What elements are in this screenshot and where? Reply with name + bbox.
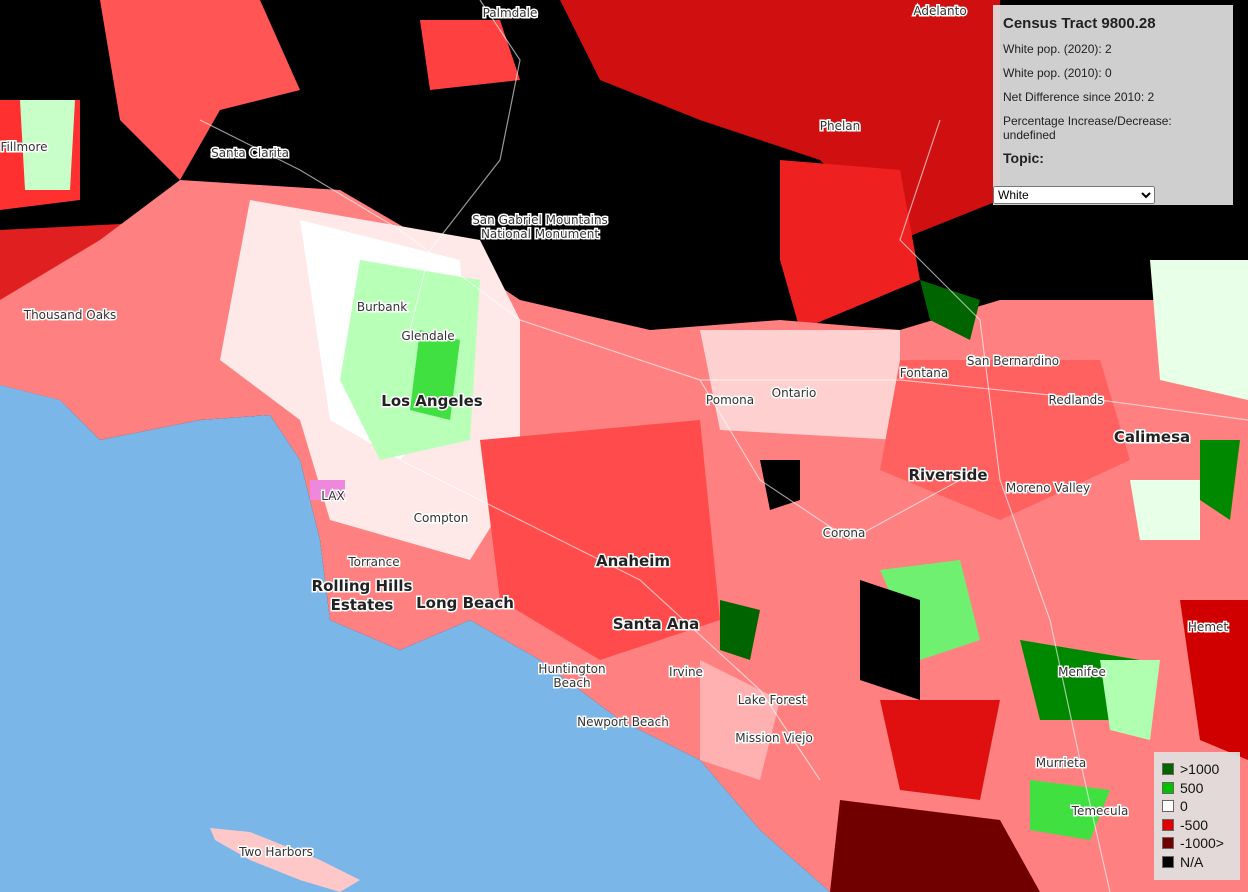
place-label: Irvine xyxy=(669,665,703,679)
place-label: Pomona xyxy=(706,393,754,407)
place-label: Fontana xyxy=(900,366,948,380)
legend: >1000 500 0 -500 -1000> N/A xyxy=(1154,752,1240,880)
place-label: Two Harbors xyxy=(238,845,313,859)
ocean xyxy=(0,385,830,892)
tract xyxy=(420,20,520,90)
road xyxy=(199,119,1248,421)
place-label: Lake Forest xyxy=(738,693,807,707)
place-label: Redlands xyxy=(1049,393,1104,407)
tract xyxy=(830,800,1040,892)
place-label: Los Angeles xyxy=(381,392,483,410)
topic-label: Topic: xyxy=(1003,150,1044,166)
airport xyxy=(310,480,345,500)
topic-select[interactable]: White xyxy=(993,186,1155,204)
place-label: Corona xyxy=(823,526,866,540)
tract xyxy=(720,600,760,660)
place-label: Long Beach xyxy=(416,594,514,612)
legend-label: -1000> xyxy=(1180,835,1224,852)
tract xyxy=(1150,260,1248,400)
place-label: Menifee xyxy=(1058,665,1106,679)
place-label: Huntington Beach xyxy=(538,662,605,690)
place-label: LAX xyxy=(321,489,344,503)
legend-label: -500 xyxy=(1180,816,1209,833)
info-line: White pop. (2020): 2 xyxy=(1003,42,1112,56)
place-label: Temecula xyxy=(1071,804,1129,818)
place-labels: Palmdale Adelanto Fillmore Santa Clarita Phe… xyxy=(0,3,1230,861)
legend-item: N/A xyxy=(1162,853,1240,872)
tract xyxy=(1200,440,1240,520)
legend-label: >1000 xyxy=(1180,761,1220,778)
road xyxy=(699,379,961,541)
roads xyxy=(199,0,1248,892)
info-line: Percentage Increase/Decrease: undefined xyxy=(1003,114,1172,142)
tract xyxy=(20,100,75,190)
island xyxy=(210,828,360,892)
tract-title: Census Tract 9800.28 xyxy=(1003,15,1156,32)
road xyxy=(899,119,1111,892)
place-label: Newport Beach xyxy=(577,715,669,729)
legend-swatch xyxy=(1162,818,1174,831)
info-line: White pop. (2010): 0 xyxy=(1003,66,1112,80)
tract xyxy=(780,160,920,330)
place-label: Anaheim xyxy=(596,552,670,570)
legend-item: 500 xyxy=(1162,779,1240,798)
place-label: Fillmore xyxy=(0,140,47,154)
place-label: Rolling Hills Estates xyxy=(312,577,413,614)
tract xyxy=(1130,480,1200,540)
tract xyxy=(410,330,460,420)
road xyxy=(399,459,821,781)
place-label: Ontario xyxy=(772,386,817,400)
place-label: Phelan xyxy=(820,119,861,133)
legend-swatch xyxy=(1162,781,1174,794)
tract xyxy=(1180,600,1248,760)
info-line: Net Difference since 2010: 2 xyxy=(1003,90,1155,104)
place-label: Adelanto xyxy=(913,4,966,18)
tract xyxy=(1030,780,1110,840)
tract xyxy=(760,460,800,510)
place-label: San Gabriel Mountains National Monument xyxy=(472,213,608,241)
place-label: Thousand Oaks xyxy=(23,308,117,322)
legend-item: -1000> xyxy=(1162,834,1240,853)
legend-label: 0 xyxy=(1180,798,1188,815)
legend-swatch xyxy=(1162,855,1174,868)
place-label: Compton xyxy=(414,511,469,525)
tract xyxy=(1100,660,1160,740)
legend-item: 0 xyxy=(1162,797,1240,816)
tract xyxy=(480,420,720,660)
legend-swatch xyxy=(1162,800,1174,813)
tract xyxy=(880,360,1130,520)
place-label: Riverside xyxy=(908,466,987,484)
legend-label: N/A xyxy=(1180,853,1204,870)
tract xyxy=(100,0,300,180)
place-label: Glendale xyxy=(401,329,454,343)
place-label: San Bernardino xyxy=(967,354,1059,368)
place-label: Moreno Valley xyxy=(1006,481,1090,495)
place-label: Murrieta xyxy=(1036,756,1086,770)
legend-swatch xyxy=(1162,837,1174,850)
place-label: Mission Viejo xyxy=(735,731,813,745)
place-label: Santa Ana xyxy=(613,615,700,633)
legend-swatch xyxy=(1162,763,1174,776)
place-label: Hemet xyxy=(1188,620,1228,634)
place-label: Santa Clarita xyxy=(211,146,289,160)
place-label: Palmdale xyxy=(483,6,538,20)
place-label: Calimesa xyxy=(1114,428,1190,446)
tract xyxy=(700,330,900,440)
legend-item: >1000 xyxy=(1162,760,1240,779)
legend-item: -500 xyxy=(1162,816,1240,835)
place-label: Burbank xyxy=(357,300,407,314)
road xyxy=(409,0,521,331)
place-label: Torrance xyxy=(347,555,399,569)
tract xyxy=(880,700,1000,800)
tract xyxy=(860,580,920,700)
info-panel: Census Tract 9800.28 White pop. (2020): … xyxy=(993,5,1233,205)
tract xyxy=(920,280,980,340)
tract xyxy=(880,560,980,660)
legend-label: 500 xyxy=(1180,779,1204,796)
